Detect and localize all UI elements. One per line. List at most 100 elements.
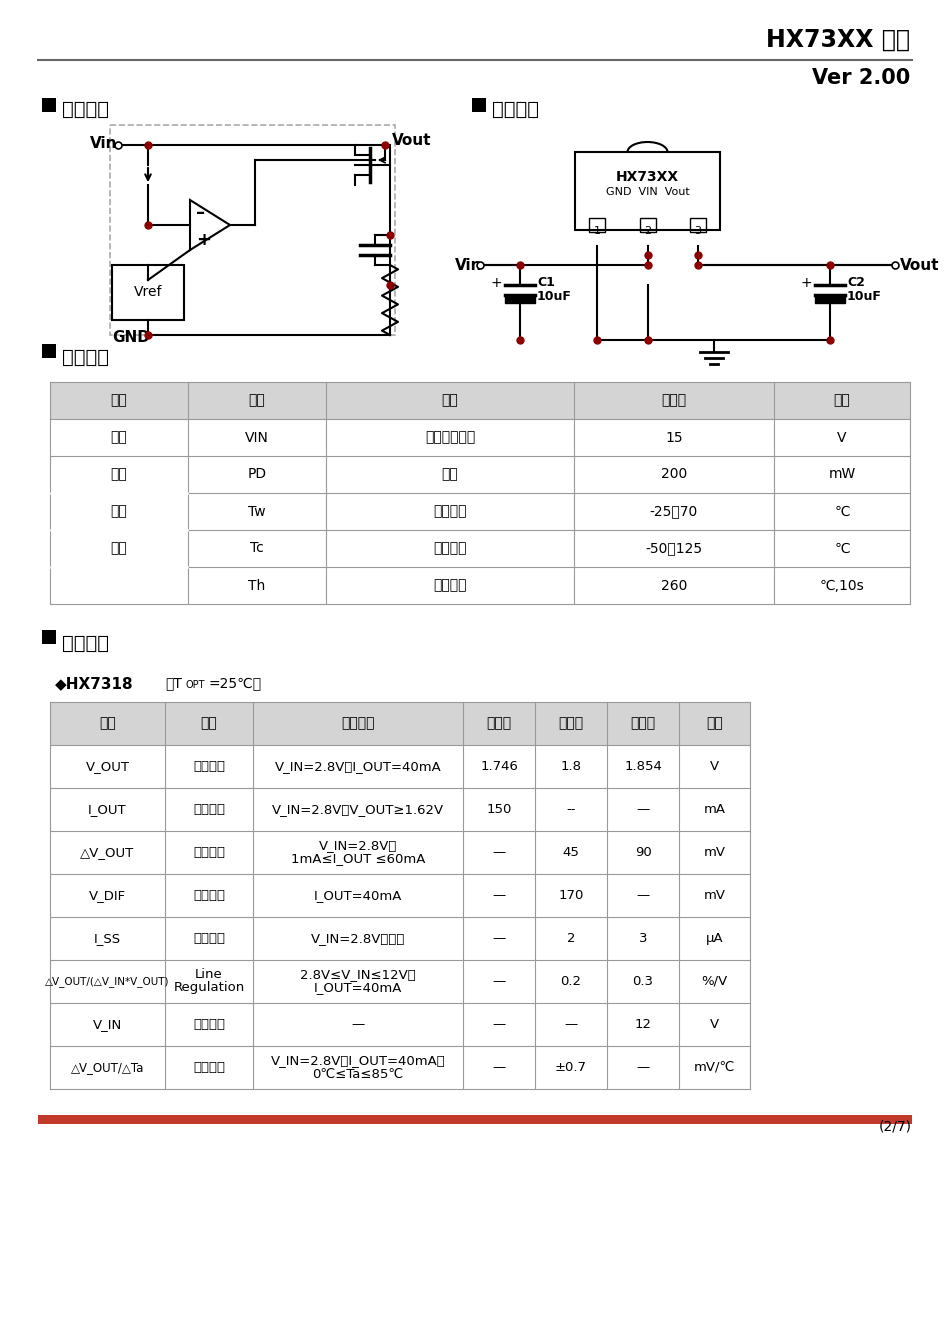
Text: 10uF: 10uF [537,290,572,304]
Text: 1: 1 [594,226,600,237]
Text: V: V [837,430,846,445]
Text: 0.2: 0.2 [560,974,581,988]
Text: 150: 150 [486,802,512,816]
Text: 存储温度: 存储温度 [433,542,466,555]
Text: Tw: Tw [248,504,266,519]
Text: 电学特性: 电学特性 [62,634,109,653]
Text: mA: mA [704,802,726,816]
Text: PD: PD [247,468,267,481]
Text: Vin: Vin [90,136,118,151]
Text: —: — [492,931,505,945]
Text: 温度系数: 温度系数 [193,1060,225,1074]
Text: 测试条件: 测试条件 [341,716,374,731]
Bar [42,344,56,358]
Text: 参数: 参数 [200,716,218,731]
Text: △V_OUT/(△V_IN*V_OUT): △V_OUT/(△V_IN*V_OUT) [46,976,170,986]
Text: VIN: VIN [245,430,269,445]
Text: 极限参数: 极限参数 [62,348,109,367]
Text: 功耗: 功耗 [442,468,458,481]
Text: 最大值: 最大值 [631,716,656,731]
Text: I_OUT=40mA: I_OUT=40mA [314,981,402,995]
Text: △V_OUT/△Ta: △V_OUT/△Ta [71,1060,144,1074]
Text: 0℃≤Ta≤85℃: 0℃≤Ta≤85℃ [313,1067,404,1081]
Text: —: — [492,1017,505,1031]
Bar [575,152,720,230]
Text: +: + [490,276,502,290]
Text: I_OUT: I_OUT [88,802,126,816]
Text: I_SS: I_SS [94,931,121,945]
Text: 应用电路: 应用电路 [492,99,539,120]
Text: —: — [492,845,505,859]
Text: Vout: Vout [392,133,431,148]
Text: mV/℃: mV/℃ [694,1060,735,1074]
Text: 260: 260 [661,578,687,593]
Text: mV: mV [704,845,726,859]
Text: Ver 2.00: Ver 2.00 [811,69,910,87]
Text: 符号: 符号 [249,394,265,407]
Text: mV: mV [704,888,726,902]
Text: V: V [710,759,719,773]
Text: 90: 90 [635,845,652,859]
Text: Vout: Vout [900,258,940,273]
Text: 温度: 温度 [110,504,127,519]
Text: 温度: 温度 [110,542,127,555]
Text: --: -- [566,802,576,816]
Text: GND  VIN  Vout: GND VIN Vout [606,187,690,198]
Text: 原理框图: 原理框图 [62,99,109,120]
Text: V_IN=2.8V，I_OUT=40mA: V_IN=2.8V，I_OUT=40mA [275,759,442,773]
Text: -25～70: -25～70 [650,504,698,519]
Text: -50～125: -50～125 [645,542,703,555]
Text: 3: 3 [638,931,647,945]
Text: 负载调节: 负载调节 [193,845,225,859]
Text: Th: Th [248,578,266,593]
Text: V_IN: V_IN [93,1017,123,1031]
Text: 1.746: 1.746 [480,759,518,773]
Text: 3: 3 [694,226,701,237]
Text: —: — [492,1060,505,1074]
Text: —: — [492,974,505,988]
Text: V_IN=2.8V，V_OUT≥1.62V: V_IN=2.8V，V_OUT≥1.62V [272,802,444,816]
Text: 1.854: 1.854 [624,759,662,773]
Text: 跌落电压: 跌落电压 [193,888,225,902]
Text: %/V: %/V [701,974,728,988]
Bar [42,98,56,112]
Text: Vref: Vref [134,285,162,298]
Text: ℃,10s: ℃,10s [820,578,865,593]
Text: 2.8V≤V_IN≤12V，: 2.8V≤V_IN≤12V， [300,969,416,981]
Text: V_DIF: V_DIF [89,888,126,902]
Text: 200: 200 [661,468,687,481]
Text: ±0.7: ±0.7 [555,1060,587,1074]
Text: ℃: ℃ [834,504,850,519]
Text: mW: mW [828,468,856,481]
Text: I_OUT=40mA: I_OUT=40mA [314,888,402,902]
Text: 最大输入电压: 最大输入电压 [425,430,475,445]
Text: V_IN=2.8V，空载: V_IN=2.8V，空载 [311,931,406,945]
Text: C1: C1 [537,277,555,289]
Text: —: — [636,802,650,816]
Bar [42,630,56,644]
Text: 10uF: 10uF [847,290,882,304]
Text: V_OUT: V_OUT [86,759,129,773]
Text: V: V [710,1017,719,1031]
Bar [472,98,486,112]
Text: –: – [196,204,205,222]
Text: Regulation: Regulation [173,981,245,995]
Text: 功耗: 功耗 [110,468,127,481]
Bar [112,265,184,320]
Text: ◆HX7318: ◆HX7318 [55,676,134,691]
Text: 典型值: 典型值 [559,716,583,731]
Text: 15: 15 [665,430,683,445]
Text: 参数: 参数 [442,394,458,407]
Text: 2: 2 [644,226,651,237]
Text: C2: C2 [847,277,864,289]
Text: 12: 12 [635,1017,652,1031]
Text: Line: Line [195,969,223,981]
Text: 工作温度: 工作温度 [433,504,466,519]
Text: 单位: 单位 [706,716,723,731]
Text: 输出电流: 输出电流 [193,802,225,816]
Text: 单位: 单位 [834,394,850,407]
Text: （T: （T [165,676,181,689]
Text: V_IN=2.8V，: V_IN=2.8V， [319,840,397,852]
Text: —: — [636,888,650,902]
Text: (2/7): (2/7) [879,1120,912,1134]
